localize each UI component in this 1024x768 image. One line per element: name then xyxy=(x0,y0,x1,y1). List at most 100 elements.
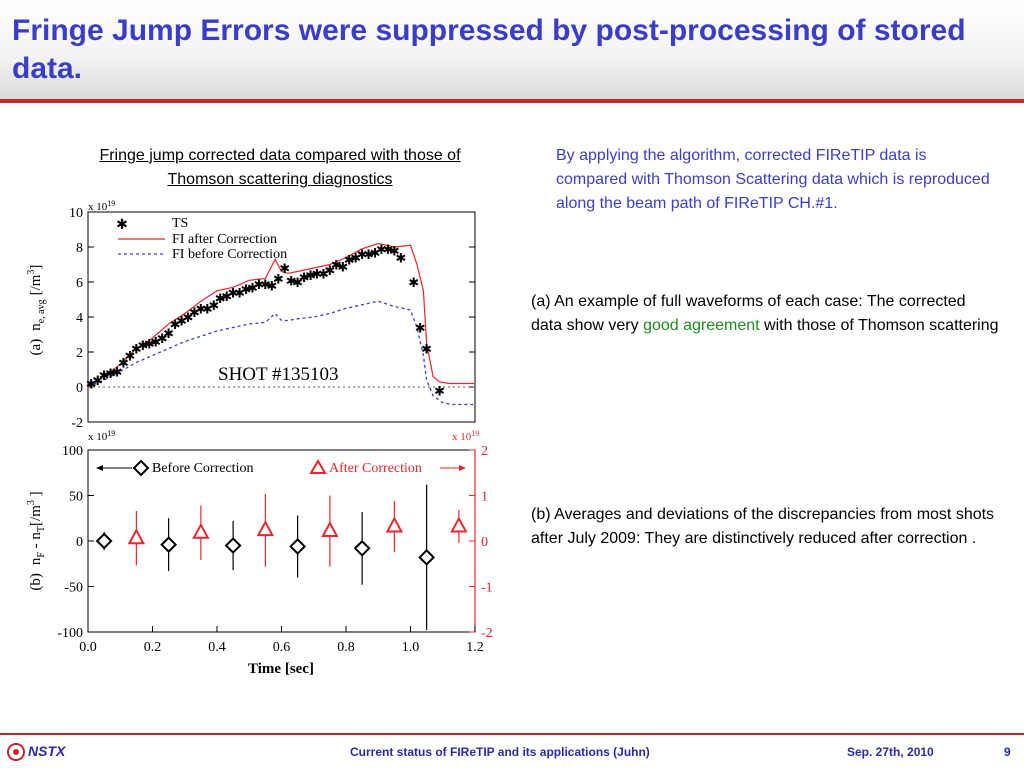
legend-label-ts: TS xyxy=(172,216,188,231)
y-tick-label-a: 6 xyxy=(76,276,83,291)
legend-label-before-b: Before Correction xyxy=(152,461,253,476)
ts-point: ✱ xyxy=(163,326,174,341)
ts-point: ✱ xyxy=(324,263,335,278)
y-tick-label-left-b: 100 xyxy=(62,444,83,459)
ts-point: ✱ xyxy=(415,321,426,336)
series-ts-markers: ✱✱✱✱✱✱✱✱✱✱✱✱✱✱✱✱✱✱✱✱✱✱✱✱✱✱✱✱✱✱✱✱✱✱✱✱✱✱✱✱… xyxy=(86,242,445,399)
footer-presentation-title: Current status of FIReTIP and its applic… xyxy=(350,745,650,759)
ts-point: ✱ xyxy=(131,342,142,357)
page-number: 9 xyxy=(1004,745,1011,759)
ts-point: ✱ xyxy=(112,364,123,379)
plot-area-b xyxy=(87,449,476,633)
title-divider xyxy=(0,99,1024,103)
y-tick-label-a: 4 xyxy=(76,311,83,326)
ts-point: ✱ xyxy=(370,245,381,260)
footer: NSTX Current status of FIReTIP and its a… xyxy=(0,735,1024,768)
y-ticks-left-b: 100 50 0 -50 -100 xyxy=(57,444,94,641)
y-axis-label-b: (b)nF - nT[/m3 ] xyxy=(26,491,47,590)
ts-point: ✱ xyxy=(395,251,406,266)
y-tick-label-left-b: 0 xyxy=(76,535,83,550)
ts-point: ✱ xyxy=(189,305,200,320)
x-tick-label-b: 1.0 xyxy=(402,640,420,655)
ts-point: ✱ xyxy=(299,270,310,285)
footer-date: Sep. 27th, 2010 xyxy=(847,745,934,759)
footer-logo-text: NSTX xyxy=(28,743,66,759)
y-tick-label-right-b: 2 xyxy=(481,444,488,459)
ts-point: ✱ xyxy=(408,275,419,290)
series-line-fi-before-correction xyxy=(87,300,475,406)
ts-point: ✱ xyxy=(234,286,245,301)
ts-point: ✱ xyxy=(208,298,219,313)
ts-point: ✱ xyxy=(357,247,368,262)
series-line-fi-after-correction xyxy=(87,242,475,388)
ts-point: ✱ xyxy=(312,266,323,281)
before-correction-point xyxy=(224,537,242,554)
y-ticks-right-b: 2 1 0 -1 -2 xyxy=(469,444,493,641)
y-tick-label-left-b: 50 xyxy=(69,490,83,505)
after-correction-point xyxy=(192,522,210,539)
before-correction-point xyxy=(353,539,371,557)
ts-point: ✱ xyxy=(389,244,400,259)
x-tick-label-b: 0.6 xyxy=(273,640,291,655)
panel-a-frame xyxy=(87,211,476,423)
x-tick-label-b: 0.2 xyxy=(144,640,162,655)
ts-point: ✱ xyxy=(273,272,284,287)
ts-point: ✱ xyxy=(228,286,239,301)
legend-arrowhead-after xyxy=(459,465,466,471)
footer-divider xyxy=(0,733,1024,735)
ts-point: ✱ xyxy=(124,349,135,364)
before-correction-point xyxy=(160,536,178,554)
figure-caption: Fringe jump corrected data compared with… xyxy=(99,147,461,188)
plot-area-a xyxy=(87,211,476,423)
y-multiplier-a: x 1019 xyxy=(88,199,115,213)
y-axis-label-b-text: (b)nF - nT[/m3 ] xyxy=(26,491,47,590)
ts-point: ✱ xyxy=(170,317,181,332)
ts-point: ✱ xyxy=(157,331,168,346)
ts-point: ✱ xyxy=(144,336,155,351)
y-tick-label-right-b: -2 xyxy=(481,626,493,641)
ts-point: ✱ xyxy=(247,280,258,295)
after-correction-point xyxy=(256,519,275,537)
ts-point: ✱ xyxy=(92,373,103,388)
legend-label-before: FI before Correction xyxy=(172,247,287,262)
ts-point: ✱ xyxy=(195,301,206,316)
y-tick-label-a: -2 xyxy=(71,416,83,430)
ts-point: ✱ xyxy=(86,377,97,392)
ts-point: ✱ xyxy=(421,342,432,357)
legend-label-after-b: After Correction xyxy=(329,461,422,476)
legend-arrowhead-before xyxy=(96,465,103,471)
ts-point: ✱ xyxy=(221,289,232,304)
y-tick-label-a: 8 xyxy=(76,241,83,256)
legend-marker-after xyxy=(309,459,327,474)
y-multiplier-left-b: x 1019 xyxy=(88,429,115,443)
after-correction-point xyxy=(450,516,468,533)
ts-point: ✱ xyxy=(318,266,329,281)
legend-a: ✱ TS FI after Correction FI before Corre… xyxy=(116,216,287,262)
title-bar: Fringe Jump Errors were suppressed by po… xyxy=(0,0,1024,100)
ts-point: ✱ xyxy=(260,277,271,292)
y-ticks-a: 10 8 6 4 2 0 -2 xyxy=(69,206,475,430)
ts-point: ✱ xyxy=(286,273,297,288)
y-tick-label-right-b: 0 xyxy=(481,535,488,550)
ts-point: ✱ xyxy=(215,291,226,306)
ts-point: ✱ xyxy=(183,310,194,325)
legend-label-after: FI after Correction xyxy=(172,232,277,247)
ts-point: ✱ xyxy=(150,335,161,350)
y-tick-label-left-b: -100 xyxy=(57,626,83,641)
ts-point: ✱ xyxy=(344,252,355,267)
shot-annotation: SHOT #135103 xyxy=(218,364,339,385)
ts-point: ✱ xyxy=(266,279,277,294)
ts-point: ✱ xyxy=(105,366,116,381)
x-tick-label-b: 1.2 xyxy=(466,640,484,655)
y-tick-label-right-b: 1 xyxy=(481,490,488,505)
ts-point: ✱ xyxy=(331,258,342,273)
before-correction-point xyxy=(95,532,113,550)
description-a-text: (a) An example of full waveforms of each… xyxy=(531,293,966,334)
y-axis-label-a-text: (a)ne, avg[/m3] xyxy=(26,265,47,356)
legend-marker-ts: ✱ xyxy=(116,218,128,233)
slide-title: Fringe Jump Errors were suppressed by po… xyxy=(12,14,966,85)
ts-point: ✱ xyxy=(350,251,361,266)
y-tick-label-left-b: -50 xyxy=(64,581,83,596)
